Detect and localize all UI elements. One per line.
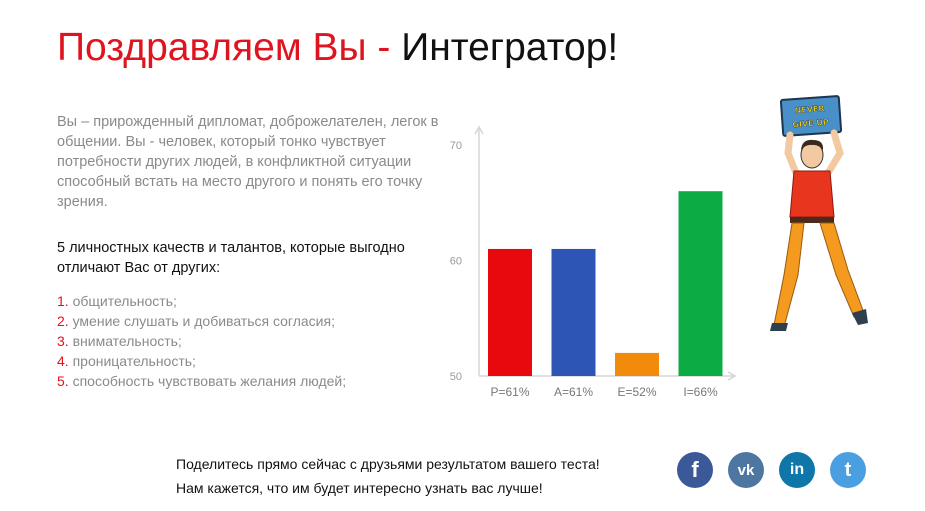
trait-item: 2. умение слушать и добиваться согласия; (57, 311, 346, 331)
type-description: Вы – прирожденный дипломат, доброжелател… (57, 114, 439, 210)
twitter-icon: t (844, 458, 852, 481)
facebook-share-button[interactable]: f (677, 452, 713, 488)
trait-item: 1. общительность; (57, 291, 346, 311)
never-give-up-illustration: NEVER GIVE UP (770, 95, 868, 331)
trait-item: 3. внимательность; (57, 331, 346, 351)
sign: NEVER GIVE UP (779, 95, 843, 137)
bar (678, 191, 723, 376)
sign-text-1: NEVER (794, 104, 825, 115)
trait-text: общительность; (72, 293, 177, 309)
trait-number: 5. (57, 373, 69, 389)
x-tick-label: I=66% (683, 385, 718, 399)
traits-heading: 5 личностных качеств и талантов, которые… (57, 240, 405, 276)
x-axis-arrow (727, 371, 737, 381)
y-tick-label: 50 (450, 371, 462, 383)
facebook-icon: f (691, 457, 699, 482)
trait-number: 4. (57, 353, 69, 369)
trait-number: 2. (57, 313, 69, 329)
trait-number: 3. (57, 333, 69, 349)
y-axis-arrow (474, 125, 484, 135)
bar (551, 248, 596, 376)
vk-icon: vk (737, 461, 755, 479)
title-prefix: Поздравляем Вы - (57, 26, 402, 69)
trait-text: проницательность; (72, 353, 196, 369)
trait-text: внимательность; (72, 333, 182, 349)
results-bar-chart: 50 60 70 P=61% A=61% E=52% I=66% (450, 125, 737, 399)
x-tick-label: A=61% (554, 385, 593, 399)
share-line-2: Нам кажется, что им будет интересно узна… (176, 480, 543, 496)
share-message: Поделитесь прямо сейчас с друзьями резул… (176, 452, 600, 500)
x-tick-label: P=61% (490, 385, 529, 399)
bar (615, 352, 659, 376)
page-title: Поздравляем Вы - Интегратор! (57, 24, 618, 72)
trait-item: 4. проницательность; (57, 351, 346, 371)
share-line-1: Поделитесь прямо сейчас с друзьями резул… (176, 456, 600, 472)
sign-text-2: GIVE UP (792, 118, 829, 130)
trait-item: 5. способность чувствовать желания людей… (57, 371, 346, 391)
linkedin-share-button[interactable]: in (779, 452, 815, 488)
bar (488, 248, 532, 376)
twitter-share-button[interactable]: t (830, 452, 866, 488)
traits-list: 1. общительность; 2. умение слушать и до… (57, 291, 346, 391)
y-tick-label: 70 (450, 140, 462, 152)
y-tick-label: 60 (450, 256, 462, 268)
vk-share-button[interactable]: vk (728, 452, 764, 488)
linkedin-icon: in (789, 461, 805, 478)
social-buttons: f vk in t (677, 452, 881, 488)
trait-text: умение слушать и добиваться согласия; (72, 313, 335, 329)
trait-number: 1. (57, 293, 69, 309)
x-tick-label: E=52% (617, 385, 656, 399)
title-type: Интегратор! (401, 26, 619, 69)
trait-text: способность чувствовать желания людей; (72, 373, 347, 389)
